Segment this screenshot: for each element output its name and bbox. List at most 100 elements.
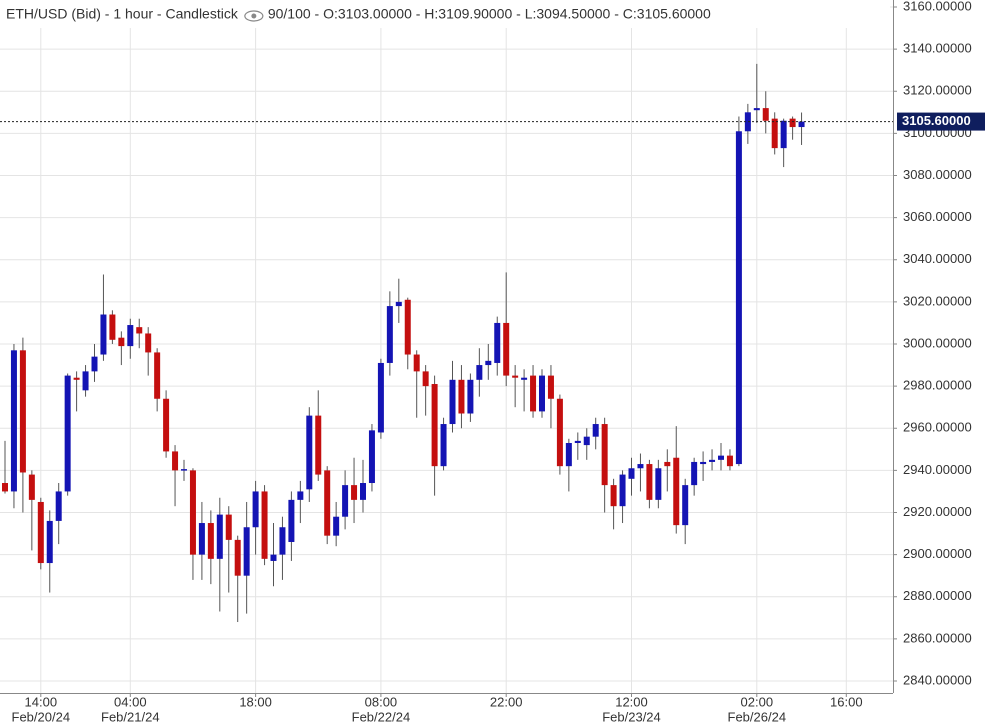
x-date-label: Feb/23/24 [602, 709, 661, 724]
x-date-label: Feb/22/24 [352, 709, 411, 724]
candle-body [118, 337, 125, 347]
last-price-box [897, 112, 985, 131]
candle-body [619, 474, 626, 507]
candle-body [789, 118, 796, 128]
candle-body [547, 375, 554, 399]
candle-body [655, 468, 662, 500]
candle-body [458, 379, 465, 414]
candle-body [181, 469, 187, 471]
candle-body [198, 523, 205, 555]
candle-body [798, 121, 805, 128]
candle-body [556, 398, 563, 467]
y-tick-label: 2980.00000 [903, 378, 972, 393]
candle-body [342, 485, 349, 517]
y-tick-label: 3000.00000 [903, 335, 972, 350]
candle-body [726, 455, 733, 467]
eye-pupil [251, 13, 257, 19]
candle-body [709, 459, 716, 462]
y-tick-label: 3060.00000 [903, 209, 972, 224]
candle-body [109, 314, 116, 340]
y-tick-label: 3120.00000 [903, 83, 972, 98]
y-tick-label: 2900.00000 [903, 546, 972, 561]
candle-body [270, 554, 277, 561]
candle-body [521, 377, 528, 380]
candle-body [145, 333, 152, 353]
candle-body [422, 371, 429, 387]
grid [0, 0, 893, 693]
ohlc-info: 90/100 - O:3103.00000 - H:3109.90000 - L… [268, 6, 711, 22]
header-background [0, 0, 890, 28]
visibility-icon[interactable] [244, 10, 264, 22]
candle-body [279, 527, 286, 555]
candle-body [386, 306, 393, 363]
candle-body [333, 516, 340, 536]
candle-body [682, 485, 689, 526]
candle-body [431, 384, 438, 467]
candle-body [172, 451, 179, 471]
candle-body [2, 483, 8, 492]
candle-body [55, 491, 62, 521]
candle-body [234, 539, 241, 576]
candle-body [485, 360, 492, 366]
candle-body [377, 362, 384, 433]
candles [2, 63, 805, 623]
candle-body [610, 485, 617, 507]
candle-body [530, 375, 537, 412]
candle-body [288, 499, 295, 542]
candle-body [476, 365, 483, 380]
candle-body [735, 131, 742, 465]
candle-body [225, 514, 232, 540]
x-tick-label: 22:00 [490, 694, 523, 709]
candle-body [503, 322, 510, 376]
candle-body [10, 350, 17, 492]
candle-body [297, 491, 304, 500]
candle-body [64, 375, 71, 492]
candle-body [216, 514, 223, 559]
candle-body [718, 455, 724, 460]
candle-body [539, 375, 545, 412]
candle-body [664, 461, 671, 467]
candle-body [100, 314, 107, 355]
candle-body [91, 356, 98, 372]
candle-body [189, 470, 196, 555]
candle-body [28, 474, 35, 500]
candle-body [583, 436, 590, 446]
y-tick-label: 2960.00000 [903, 420, 972, 435]
y-tick-label: 3140.00000 [903, 41, 972, 56]
x-tick-label: 02:00 [741, 694, 774, 709]
candle-body [646, 464, 653, 500]
candle-body [691, 461, 698, 486]
y-tick-label: 2840.00000 [903, 672, 972, 687]
candle-body [261, 491, 268, 559]
candle-body [46, 520, 53, 564]
candle-body [37, 501, 44, 564]
candle-body [565, 442, 572, 467]
candle-body [601, 424, 608, 486]
y-tick-label: 2920.00000 [903, 504, 972, 519]
candle-body [243, 527, 250, 576]
y-tick-label: 2860.00000 [903, 630, 972, 645]
y-tick-label: 3040.00000 [903, 251, 972, 266]
candle-body [136, 327, 143, 334]
candle-body [494, 322, 501, 363]
y-tick-label: 3160.00000 [903, 0, 972, 13]
candle-body [306, 415, 313, 490]
y-tick-label: 2940.00000 [903, 462, 972, 477]
y-tick-label: 3080.00000 [903, 167, 972, 182]
candle-body [574, 440, 581, 443]
eye-outline [244, 10, 264, 22]
candle-body [700, 461, 707, 465]
candle-body [404, 299, 411, 355]
candle-body [82, 371, 89, 391]
candle-body [753, 108, 760, 111]
candle-body [395, 301, 402, 307]
candle-body [413, 354, 420, 372]
x-tick-label: 12:00 [615, 694, 648, 709]
candle-body [368, 430, 375, 484]
candle-body [315, 415, 322, 475]
candle-body [762, 108, 769, 121]
candle-body [637, 464, 644, 469]
